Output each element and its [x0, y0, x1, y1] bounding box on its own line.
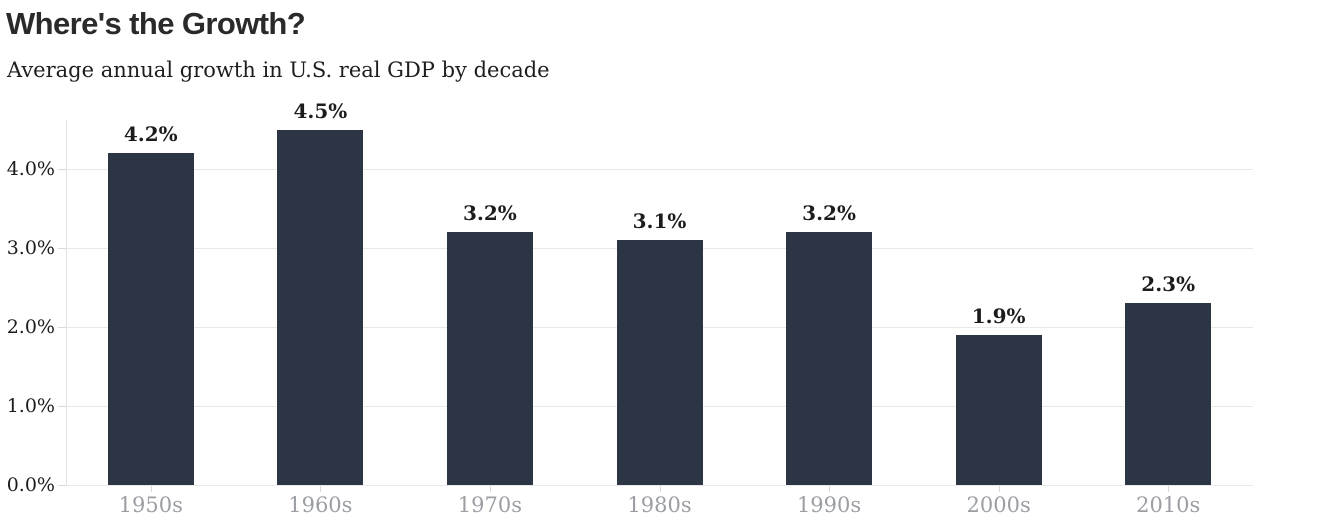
y-axis-tick	[58, 485, 66, 486]
bar	[786, 232, 873, 485]
gridline	[66, 169, 1253, 170]
bar-value-label: 1.9%	[971, 303, 1026, 328]
bar	[616, 240, 703, 485]
gridline	[66, 485, 1253, 486]
y-axis-tick	[58, 406, 66, 407]
x-axis-label: 1990s	[796, 493, 862, 517]
bar	[446, 232, 533, 485]
x-axis-tick	[1168, 486, 1170, 492]
bar-value-label: 2.3%	[1141, 272, 1196, 297]
y-axis-label: 2.0%	[6, 316, 55, 338]
x-axis-tick	[998, 486, 1000, 492]
bar-value-label: 3.2%	[463, 201, 517, 226]
bar-value-label: 3.2%	[802, 201, 856, 226]
y-axis-label: 4.0%	[6, 158, 55, 180]
y-axis-tick	[58, 169, 66, 170]
y-axis-label: 3.0%	[6, 237, 55, 259]
y-axis-tick	[58, 248, 66, 249]
chart-subtitle: Average annual growth in U.S. real GDP b…	[7, 58, 550, 82]
x-axis-tick	[489, 486, 491, 492]
bar	[107, 153, 194, 485]
bar	[277, 129, 364, 485]
x-axis-label: 1950s	[118, 493, 183, 517]
chart-header: Where's the Growth? Average annual growt…	[0, 0, 1324, 84]
bar	[955, 334, 1042, 485]
y-axis-line	[66, 120, 67, 485]
x-axis-label: 1980s	[627, 493, 692, 517]
x-axis-tick	[829, 486, 831, 492]
bar-chart: 0.0% 1.0% 2.0% 3.0% 4.0% 4.2% 1950s 4.5% 1960s 3.…	[0, 100, 1324, 530]
x-axis-tick	[320, 486, 322, 492]
x-axis-tick	[150, 486, 152, 492]
x-axis-label: 2010s	[1136, 493, 1201, 517]
chart-title: Where's the Growth?	[6, 6, 306, 41]
x-axis-tick	[659, 486, 661, 492]
bar-value-label: 4.5%	[293, 100, 348, 123]
bar-value-label: 3.1%	[632, 209, 687, 234]
bar	[1125, 303, 1212, 485]
plot-area: 0.0% 1.0% 2.0% 3.0% 4.0% 4.2% 1950s 4.5% 1960s 3.…	[0, 100, 1324, 530]
x-axis-label: 1970s	[457, 493, 523, 517]
y-axis-label: 1.0%	[6, 395, 55, 417]
y-axis-tick	[58, 327, 66, 328]
bar-value-label: 4.2%	[123, 122, 178, 147]
y-axis-label: 0.0%	[6, 474, 55, 496]
x-axis-label: 1960s	[288, 493, 353, 517]
x-axis-label: 2000s	[966, 493, 1031, 517]
